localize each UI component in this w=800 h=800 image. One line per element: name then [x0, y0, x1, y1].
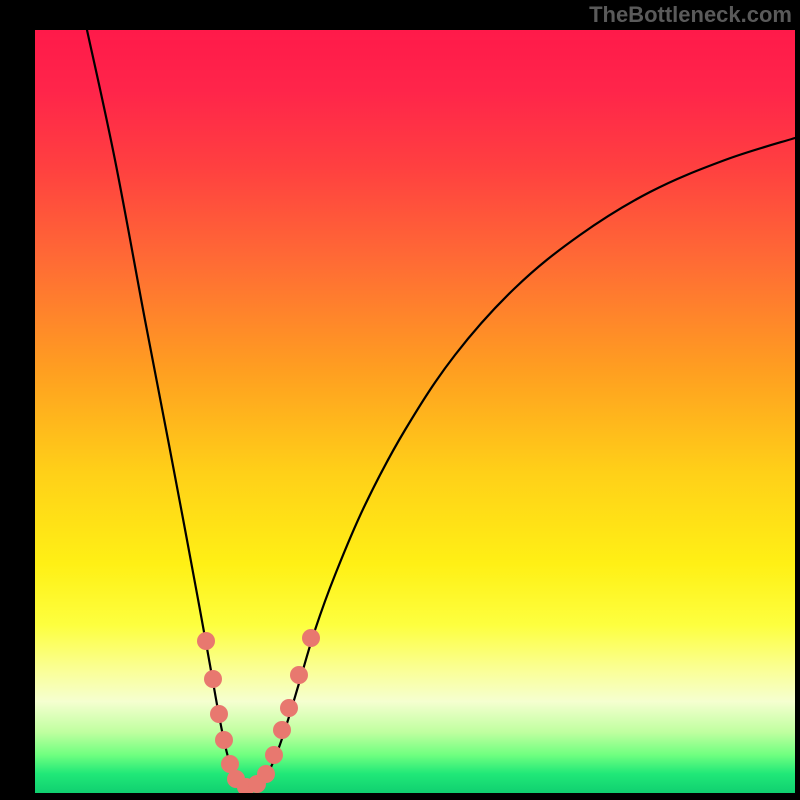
gradient-background	[35, 30, 795, 793]
data-marker	[280, 699, 298, 717]
data-marker	[265, 746, 283, 764]
data-marker	[215, 731, 233, 749]
data-marker	[210, 705, 228, 723]
data-marker	[290, 666, 308, 684]
data-marker	[273, 721, 291, 739]
watermark-text: TheBottleneck.com	[589, 2, 792, 28]
chart-container: TheBottleneck.com	[0, 0, 800, 800]
data-marker	[302, 629, 320, 647]
plot-svg	[35, 30, 795, 793]
plot-area	[35, 30, 795, 793]
data-marker	[204, 670, 222, 688]
data-marker	[257, 765, 275, 783]
data-marker	[197, 632, 215, 650]
